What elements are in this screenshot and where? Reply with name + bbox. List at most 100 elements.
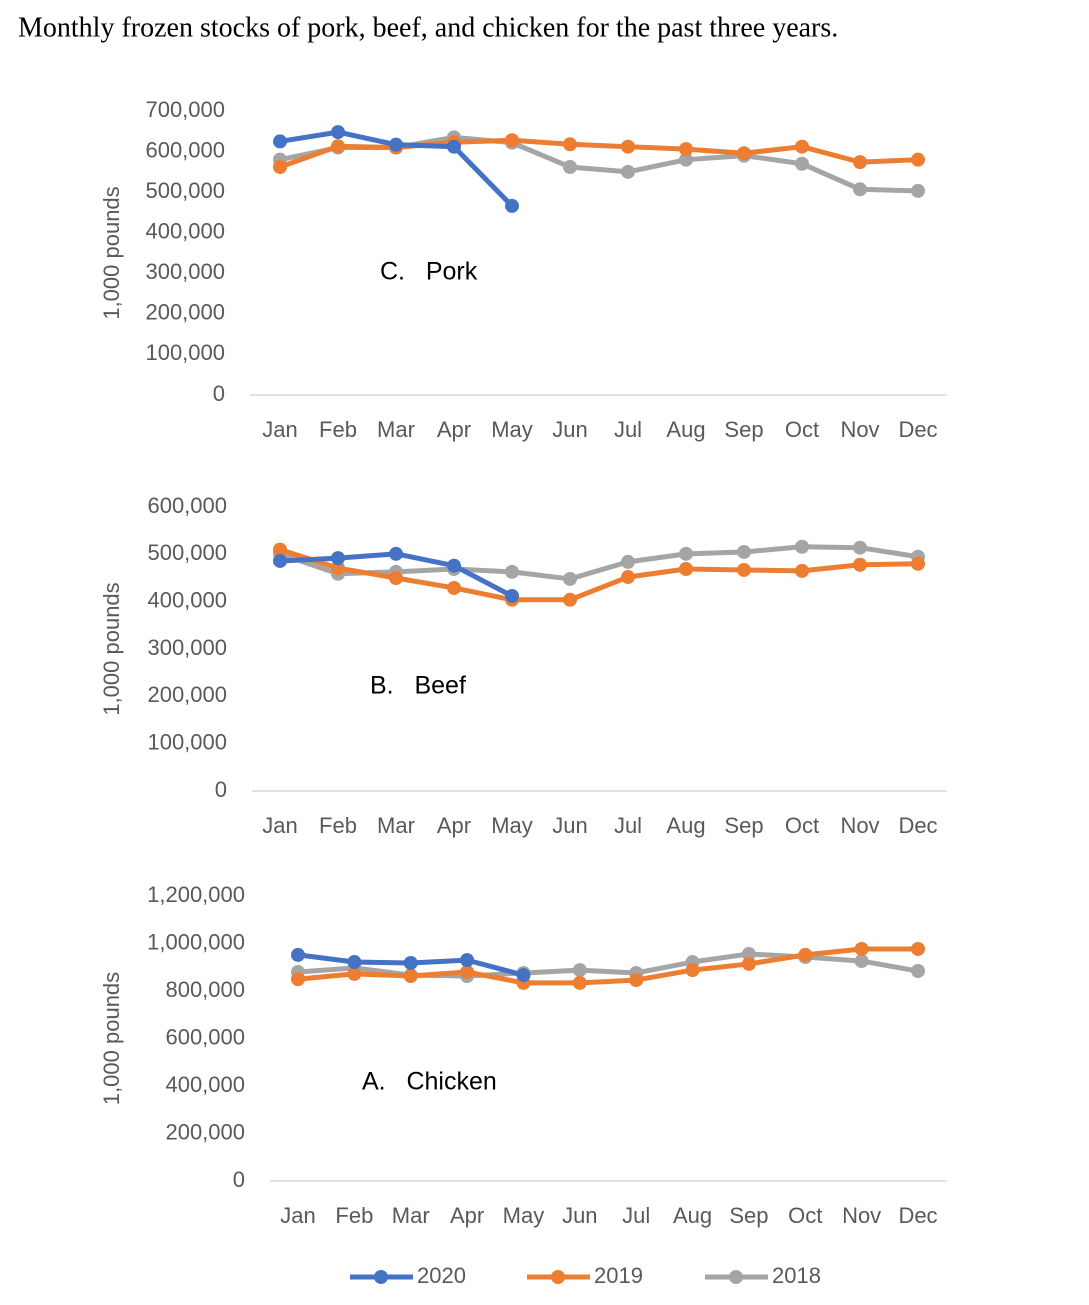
- y-tick-label: 0: [213, 381, 225, 406]
- x-tick-label: Jul: [622, 1203, 650, 1228]
- x-tick-label: Jan: [280, 1203, 315, 1228]
- y-tick-label: 0: [233, 1167, 245, 1192]
- y-tick-label: 400,000: [165, 1072, 245, 1097]
- x-tick-label: Dec: [898, 813, 937, 838]
- y-axis-label: 1,000 pounds: [99, 186, 124, 319]
- y-tick-label: 300,000: [147, 635, 227, 660]
- point: [273, 134, 287, 149]
- point: [331, 125, 345, 140]
- y-tick-label: 500,000: [145, 178, 225, 203]
- point: [291, 972, 305, 987]
- x-tick-label: Jun: [552, 813, 587, 838]
- y-tick-label: 400,000: [145, 219, 225, 244]
- legend-label: 2020: [417, 1263, 466, 1288]
- x-tick-label: Dec: [898, 417, 937, 442]
- point: [911, 152, 925, 167]
- y-tick-label: 600,000: [165, 1024, 245, 1049]
- y-tick-label: 700,000: [145, 97, 225, 122]
- point: [447, 139, 461, 154]
- point: [447, 558, 461, 573]
- x-tick-label: Apr: [450, 1203, 484, 1228]
- legend-marker: [374, 1270, 388, 1284]
- point: [347, 966, 362, 981]
- y-axis-label: 1,000 pounds: [99, 582, 124, 715]
- point: [621, 554, 635, 569]
- annotation: A. Chicken: [362, 1068, 497, 1096]
- point: [679, 142, 693, 157]
- point: [911, 556, 925, 571]
- x-tick-label: Feb: [335, 1203, 373, 1228]
- point: [741, 956, 756, 971]
- series-line: [279, 137, 919, 170]
- point: [911, 183, 925, 198]
- point: [403, 955, 418, 970]
- x-tick-label: Nov: [842, 1203, 881, 1228]
- point: [516, 968, 531, 983]
- point: [563, 592, 577, 607]
- x-tick-label: Nov: [840, 417, 879, 442]
- x-tick-label: Sep: [724, 813, 763, 838]
- point: [795, 563, 809, 578]
- x-tick-label: Aug: [666, 813, 705, 838]
- point: [572, 963, 587, 978]
- point: [460, 953, 475, 968]
- x-tick-label: Jan: [262, 813, 297, 838]
- point: [795, 539, 809, 554]
- y-tick-label: 0: [215, 777, 227, 802]
- x-tick-label: May: [503, 1203, 545, 1228]
- x-tick-label: Feb: [319, 417, 357, 442]
- x-tick-label: May: [491, 417, 533, 442]
- point: [737, 544, 751, 559]
- y-axis-label: 1,000 pounds: [99, 972, 124, 1105]
- point: [854, 954, 869, 969]
- y-tick-label: 200,000: [165, 1119, 245, 1144]
- series-line: [297, 946, 918, 986]
- point: [853, 557, 867, 572]
- x-tick-label: Apr: [437, 813, 471, 838]
- point: [505, 198, 519, 213]
- point: [389, 546, 403, 561]
- point: [563, 137, 577, 152]
- x-tick-label: Jul: [614, 417, 642, 442]
- point: [629, 973, 644, 988]
- point: [737, 146, 751, 161]
- y-tick-label: 200,000: [147, 682, 227, 707]
- point: [737, 562, 751, 577]
- x-tick-label: Jul: [614, 813, 642, 838]
- y-tick-label: 100,000: [145, 340, 225, 365]
- point: [572, 975, 587, 990]
- x-tick-label: Sep: [724, 417, 763, 442]
- x-tick-label: Aug: [673, 1203, 712, 1228]
- y-tick-label: 500,000: [147, 540, 227, 565]
- point: [741, 946, 756, 961]
- y-tick-label: 600,000: [147, 493, 227, 518]
- point: [621, 164, 635, 179]
- x-tick-label: Oct: [785, 417, 819, 442]
- point: [853, 155, 867, 170]
- point: [273, 159, 287, 174]
- y-tick-label: 200,000: [145, 300, 225, 325]
- x-tick-label: May: [491, 813, 533, 838]
- y-tick-label: 100,000: [147, 729, 227, 754]
- point: [505, 564, 519, 579]
- annotation: C. Pork: [380, 258, 478, 286]
- x-tick-label: Oct: [788, 1203, 822, 1228]
- x-tick-label: Oct: [785, 813, 819, 838]
- point: [389, 571, 403, 585]
- y-tick-label: 300,000: [145, 259, 225, 284]
- annotation: B. Beef: [370, 672, 466, 700]
- point: [347, 955, 362, 970]
- point: [621, 570, 635, 585]
- point: [795, 156, 809, 171]
- point: [291, 947, 305, 962]
- y-tick-label: 600,000: [145, 137, 225, 162]
- x-tick-label: Dec: [898, 1203, 937, 1228]
- legend-label: 2018: [772, 1263, 821, 1288]
- point: [331, 561, 345, 576]
- y-tick-label: 1,200,000: [147, 882, 245, 907]
- figure-title: Monthly frozen stocks of pork, beef, and…: [18, 12, 838, 43]
- point: [853, 182, 867, 197]
- x-tick-label: Sep: [729, 1203, 768, 1228]
- x-tick-label: Mar: [377, 417, 415, 442]
